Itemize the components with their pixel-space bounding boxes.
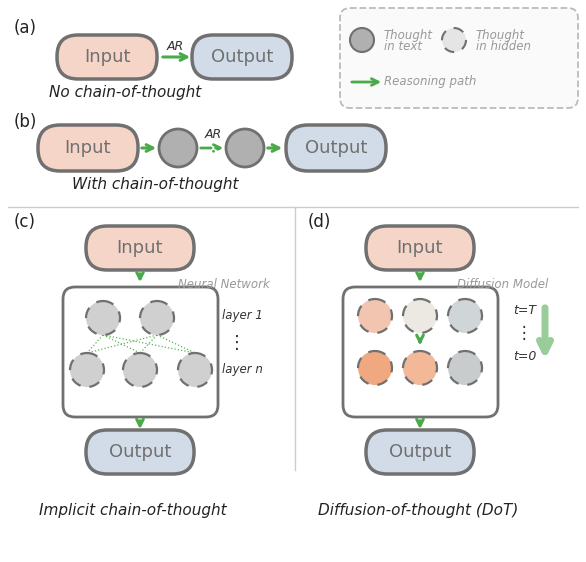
Text: (a): (a) [14, 19, 37, 37]
FancyBboxPatch shape [340, 8, 578, 108]
FancyBboxPatch shape [366, 430, 474, 474]
Text: Diffusion-of-thought (DoT): Diffusion-of-thought (DoT) [318, 502, 518, 518]
Text: AR: AR [205, 129, 222, 142]
Circle shape [358, 351, 392, 385]
Circle shape [70, 353, 104, 387]
Text: layer 1: layer 1 [222, 310, 263, 323]
Text: (c): (c) [14, 213, 36, 231]
Circle shape [123, 353, 157, 387]
Text: Thought: Thought [476, 29, 525, 42]
Text: Neural Network: Neural Network [178, 278, 270, 291]
Circle shape [159, 129, 197, 167]
Circle shape [178, 353, 212, 387]
Text: in text: in text [384, 40, 422, 53]
FancyBboxPatch shape [57, 35, 157, 79]
Text: (b): (b) [14, 113, 38, 131]
Text: With chain-of-thought: With chain-of-thought [71, 178, 239, 193]
Text: AR: AR [166, 40, 183, 53]
Text: Thought: Thought [384, 29, 433, 42]
Circle shape [442, 28, 466, 52]
Circle shape [350, 28, 374, 52]
Text: Input: Input [84, 48, 130, 66]
Circle shape [448, 351, 482, 385]
FancyBboxPatch shape [86, 430, 194, 474]
Text: Input: Input [117, 239, 163, 257]
Circle shape [86, 301, 120, 335]
Text: Implicit chain-of-thought: Implicit chain-of-thought [39, 502, 227, 518]
Text: in hidden: in hidden [476, 40, 531, 53]
FancyBboxPatch shape [343, 287, 498, 417]
FancyBboxPatch shape [366, 226, 474, 270]
FancyBboxPatch shape [286, 125, 386, 171]
Text: Output: Output [211, 48, 273, 66]
Text: ⋮: ⋮ [228, 334, 246, 352]
Circle shape [448, 299, 482, 333]
Circle shape [140, 301, 174, 335]
Text: Input: Input [64, 139, 111, 157]
Text: (d): (d) [308, 213, 331, 231]
Text: Output: Output [389, 443, 451, 461]
Text: Reasoning path: Reasoning path [384, 75, 476, 88]
Circle shape [403, 351, 437, 385]
FancyBboxPatch shape [86, 226, 194, 270]
Text: Output: Output [109, 443, 171, 461]
FancyBboxPatch shape [38, 125, 138, 171]
Text: No chain-of-thought: No chain-of-thought [49, 85, 201, 101]
Circle shape [226, 129, 264, 167]
Text: Input: Input [397, 239, 443, 257]
Text: Output: Output [305, 139, 367, 157]
Text: ⋮: ⋮ [516, 324, 533, 342]
Text: t=0: t=0 [513, 351, 536, 364]
Text: t=T: t=T [513, 303, 536, 316]
FancyBboxPatch shape [192, 35, 292, 79]
Text: Diffusion Model: Diffusion Model [457, 278, 548, 291]
Circle shape [358, 299, 392, 333]
Circle shape [403, 299, 437, 333]
Text: layer n: layer n [222, 364, 263, 377]
FancyBboxPatch shape [63, 287, 218, 417]
